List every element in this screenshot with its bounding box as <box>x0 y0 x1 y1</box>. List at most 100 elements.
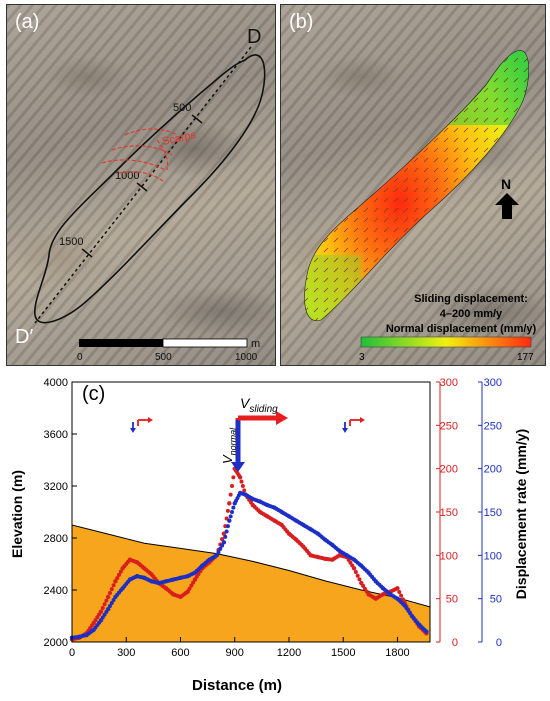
legend-sliding-title: Sliding displacement: <box>414 293 528 305</box>
axes-layer: 0 300 600 900 1200 1500 1800200024002800320036… <box>44 377 502 659</box>
x-tick-label: 300 <box>117 647 135 659</box>
v-sliding-label: Vsliding <box>240 395 278 415</box>
y-right-blue-tick-label: 200 <box>484 464 502 476</box>
panel-b-map: N Sliding displacement: 4–200 mm/y Norma… <box>280 4 546 366</box>
north-arrow-icon: N <box>495 176 519 219</box>
sliding-displacement-series-point-interp <box>225 524 230 529</box>
normal-displacement-series-point-interp <box>111 583 116 588</box>
normal-displacement-series-point <box>237 475 243 480</box>
sliding-displacement-series-point-interp <box>224 529 229 534</box>
y-axis-right-title: Displacement rate (mm/y) <box>513 429 529 599</box>
normal-displacement-series-point-interp <box>231 475 236 480</box>
scale-bar: m 0 500 1000 <box>77 338 260 363</box>
normal-displacement-series-point-interp <box>353 570 358 575</box>
y-left-tick-label: 3200 <box>44 481 68 493</box>
x-tick-label: 0 <box>69 647 75 659</box>
normal-displacement-series-point-interp <box>187 586 192 591</box>
y-right-red-tick-label: 300 <box>440 377 458 389</box>
y-right-blue-tick-label: 100 <box>484 550 502 562</box>
normal-displacement-series-point-interp <box>225 508 230 513</box>
x-tick-label: 1800 <box>385 647 409 659</box>
colorbar-max: 177 <box>517 352 534 363</box>
plot-frame <box>71 381 431 643</box>
normal-displacement-series-point <box>227 501 232 506</box>
normal-displacement-series-point-interp <box>242 488 247 493</box>
colorbar-min: 3 <box>359 352 365 363</box>
v-normal-label: Vnormal <box>220 427 238 464</box>
normal-displacement-series-point-interp <box>100 605 105 610</box>
normal-displacement-series-point-interp <box>230 484 235 488</box>
y-left-tick-label: 4000 <box>44 377 68 389</box>
small-vector-icon-left <box>130 417 153 433</box>
panel-a-overlay: 500 1000 1500 Scarps D D′ m 0 500 1000 <box>15 26 266 363</box>
normal-displacement-series-point <box>98 609 104 614</box>
sliding-displacement-series-point-interp <box>220 543 225 548</box>
profile-line-d-dprime <box>34 46 252 324</box>
normal-displacement-series-point-interp <box>228 492 233 497</box>
normal-displacement-series-point-interp <box>399 593 404 598</box>
endpoint-d: D <box>247 26 261 48</box>
y-right-blue-tick-label: 250 <box>484 420 502 432</box>
colorbar <box>360 336 532 348</box>
normal-displacement-series-point-interp <box>115 576 120 581</box>
panel-c-profile-chart: 0 300 600 900 1200 1500 1800 2000 2400 2800 3200 36… <box>0 368 550 696</box>
legend-normal-title: Normal displacement (mm/y) <box>386 323 537 335</box>
scalebar-tick-1000: 1000 <box>235 352 258 363</box>
y-left-tick-label: 2400 <box>44 585 68 597</box>
sliding-displacement-series-point-interp <box>228 514 233 519</box>
sliding-displacement-series-point-interp <box>218 546 223 551</box>
y-left-tick-label: 2000 <box>44 637 68 649</box>
sliding-displacement-series-point <box>424 629 429 634</box>
y-right-blue-tick-label: 50 <box>490 594 502 606</box>
sliding-displacement-series-point-interp <box>231 505 236 510</box>
distance-label-500: 500 <box>173 102 191 114</box>
x-tick-label: 600 <box>171 647 189 659</box>
sliding-displacement-series-point-interp <box>216 550 221 555</box>
scalebar-tick-0: 0 <box>77 352 83 363</box>
legend-sliding-range: 4–200 mm/y <box>440 308 503 320</box>
small-vector-icon-right <box>342 417 365 433</box>
scarps-label: Scarps <box>161 129 197 148</box>
normal-displacement-series-point-interp <box>239 479 244 484</box>
scalebar-tick-500: 500 <box>155 352 172 363</box>
panel-label-c: (c) <box>82 383 105 405</box>
sliding-displacement-series-point <box>105 606 111 612</box>
normal-displacement-series-point <box>351 566 357 571</box>
x-tick-label: 1500 <box>331 647 355 659</box>
sliding-displacement-series-point <box>227 518 232 523</box>
plot-layer <box>69 466 431 643</box>
sliding-displacement-series-point-interp <box>109 601 114 605</box>
y-right-blue-tick-label: 300 <box>484 377 502 389</box>
sliding-displacement-series-point-interp <box>223 534 228 539</box>
normal-displacement-series-point-interp <box>117 572 122 577</box>
normal-displacement-series-point-interp <box>102 602 107 607</box>
landslide-outline <box>34 54 266 324</box>
sliding-displacement-series-point <box>214 553 219 558</box>
tick-1000 <box>136 182 148 192</box>
sliding-displacement-series <box>69 490 429 640</box>
panel-label-b: (b) <box>289 11 314 33</box>
y-right-blue-tick-label: 150 <box>484 507 502 519</box>
normal-displacement-series-point-interp <box>104 598 109 603</box>
normal-displacement-series-point-interp <box>240 484 245 488</box>
scarps-lines <box>101 128 178 182</box>
y-right-red-tick-label: 0 <box>452 637 458 649</box>
distance-label-1500: 1500 <box>59 236 83 248</box>
y-left-tick-label: 2800 <box>44 533 68 545</box>
normal-displacement-series-point-interp <box>118 569 123 574</box>
normal-displacement-series-point-interp <box>355 573 360 578</box>
normal-displacement-series-point-interp <box>397 589 402 594</box>
normal-displacement-series-point-interp <box>109 587 114 592</box>
endpoint-d-prime: D′ <box>15 326 33 348</box>
normal-displacement-series-point <box>105 594 111 600</box>
satellite-terrain-background <box>7 5 275 365</box>
tick-1500 <box>81 248 93 258</box>
y-right-blue-tick-label: 0 <box>496 637 502 649</box>
normal-displacement-series-point-interp <box>357 577 362 582</box>
normal-displacement-series-point <box>113 579 118 584</box>
y-right-red-tick-label: 50 <box>446 594 458 606</box>
panel-b-overlay: N Sliding displacement: 4–200 mm/y Norma… <box>304 50 537 363</box>
y-right-red-tick-label: 150 <box>440 507 458 519</box>
north-label: N <box>501 176 511 192</box>
displacement-outline <box>304 50 530 322</box>
